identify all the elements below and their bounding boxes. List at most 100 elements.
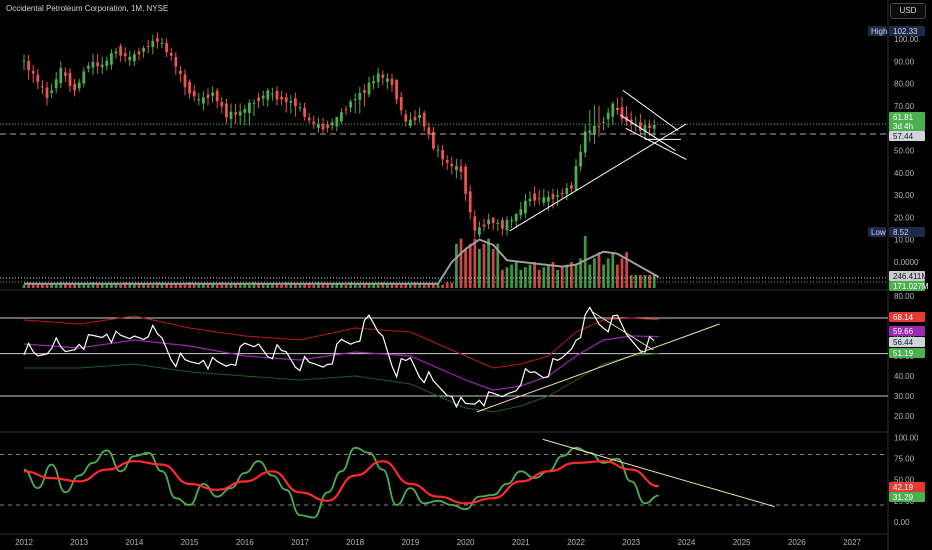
candle-body bbox=[156, 38, 159, 42]
rsi-value-tag: 56.44 bbox=[893, 338, 914, 347]
volume-bar bbox=[464, 249, 467, 288]
volume-bar bbox=[386, 282, 389, 288]
volume-bar bbox=[50, 284, 53, 288]
volume-bar bbox=[275, 284, 279, 288]
candle-body bbox=[496, 222, 500, 224]
candle-body bbox=[206, 94, 210, 99]
volume-bar bbox=[491, 249, 495, 288]
candle-body bbox=[142, 48, 145, 52]
candle-body bbox=[50, 90, 53, 94]
channel-extension-line bbox=[625, 127, 687, 160]
volume-bar bbox=[238, 284, 242, 288]
candle-body bbox=[376, 73, 380, 83]
last-price-tag: 61.81 bbox=[893, 113, 914, 122]
candle-body bbox=[418, 114, 421, 118]
volume-bar bbox=[197, 283, 201, 288]
low-tag-label: Low bbox=[871, 228, 886, 237]
candle-body bbox=[202, 97, 205, 104]
volume-bar bbox=[537, 269, 541, 288]
candle-body bbox=[91, 61, 95, 68]
countdown-tag-bg bbox=[889, 121, 925, 131]
volume-bar bbox=[588, 264, 592, 288]
volume-bar bbox=[574, 264, 578, 288]
volume-bar bbox=[363, 283, 366, 288]
volume-bar bbox=[556, 269, 559, 288]
candle-body bbox=[528, 198, 532, 202]
price-tick-label: 0.0000 bbox=[894, 258, 919, 267]
volume-bar bbox=[82, 284, 86, 288]
rsi-value-tag-bg bbox=[889, 337, 925, 347]
candle-body bbox=[59, 67, 63, 84]
candle-body bbox=[395, 79, 398, 100]
candle-body bbox=[298, 107, 302, 109]
time-tick-label: 2020 bbox=[457, 538, 475, 547]
candle-body bbox=[487, 219, 490, 225]
candle-body bbox=[174, 56, 178, 67]
candle-body bbox=[243, 108, 247, 113]
time-tick-label: 2022 bbox=[567, 538, 585, 547]
candle-body bbox=[169, 53, 173, 56]
volume-bar bbox=[64, 282, 67, 288]
volume-bar bbox=[639, 275, 642, 288]
candle-body bbox=[27, 60, 30, 71]
volume-bar bbox=[215, 284, 219, 288]
volume-bar bbox=[96, 282, 99, 288]
candle-body bbox=[105, 60, 109, 66]
volume-bar bbox=[326, 283, 329, 288]
candle-body bbox=[96, 62, 99, 67]
volume-bar bbox=[211, 284, 214, 288]
volume-bar bbox=[487, 238, 490, 288]
candle-body bbox=[123, 53, 127, 57]
volume-bar bbox=[294, 283, 297, 288]
candle-body bbox=[524, 200, 527, 214]
volume-bar bbox=[123, 282, 127, 288]
volume-bar bbox=[358, 283, 362, 288]
candle-body bbox=[588, 130, 592, 133]
volume-bar bbox=[110, 284, 113, 288]
candle-body bbox=[639, 122, 642, 131]
volume-bar bbox=[105, 283, 109, 288]
volume-bar bbox=[146, 284, 150, 288]
candle-body bbox=[349, 101, 352, 108]
high-tag: 102.33 bbox=[893, 27, 918, 36]
volume-bar bbox=[151, 284, 155, 288]
volume-bar bbox=[409, 284, 412, 288]
volume-bar bbox=[271, 284, 274, 288]
candle-body bbox=[303, 107, 306, 117]
candle-body bbox=[478, 227, 481, 236]
volume-bar bbox=[455, 243, 458, 288]
rsi-tick-label: 30.00 bbox=[894, 392, 915, 401]
rsi-tick-label: 40.00 bbox=[894, 372, 915, 381]
candle-body bbox=[22, 60, 26, 62]
currency-button[interactable]: USD bbox=[890, 3, 926, 19]
candle-body bbox=[363, 90, 366, 93]
candle-body bbox=[289, 101, 293, 103]
rsi-lower-tag-bg bbox=[889, 348, 925, 358]
candle-body bbox=[41, 86, 44, 88]
time-tick-label: 2023 bbox=[622, 538, 640, 547]
candle-body bbox=[197, 99, 201, 101]
volume-bar bbox=[482, 243, 486, 288]
volume-tag-bg bbox=[889, 271, 925, 281]
volume-bar bbox=[183, 284, 187, 288]
volume-bar bbox=[169, 283, 173, 288]
volume-bar bbox=[77, 284, 81, 288]
volume-bar bbox=[225, 282, 228, 288]
candle-body bbox=[87, 66, 90, 69]
time-tick-label: 2015 bbox=[181, 538, 199, 547]
stoch-tick-label: 0.00 bbox=[894, 518, 910, 527]
volume-bar bbox=[413, 282, 417, 288]
candle-body bbox=[583, 131, 587, 153]
volume-bar bbox=[243, 284, 247, 288]
rsi-lower-tag: 51.19 bbox=[893, 349, 914, 358]
volume-bar bbox=[119, 284, 122, 288]
candle-body bbox=[68, 73, 72, 87]
stoch-tick-label: 100.00 bbox=[894, 434, 919, 443]
candle-body bbox=[133, 54, 136, 62]
candle-body bbox=[179, 70, 182, 74]
stoch-k-tag: 31.29 bbox=[893, 493, 914, 502]
candle-body bbox=[367, 82, 371, 95]
volume-bar bbox=[404, 284, 408, 288]
candle-body bbox=[261, 95, 265, 99]
